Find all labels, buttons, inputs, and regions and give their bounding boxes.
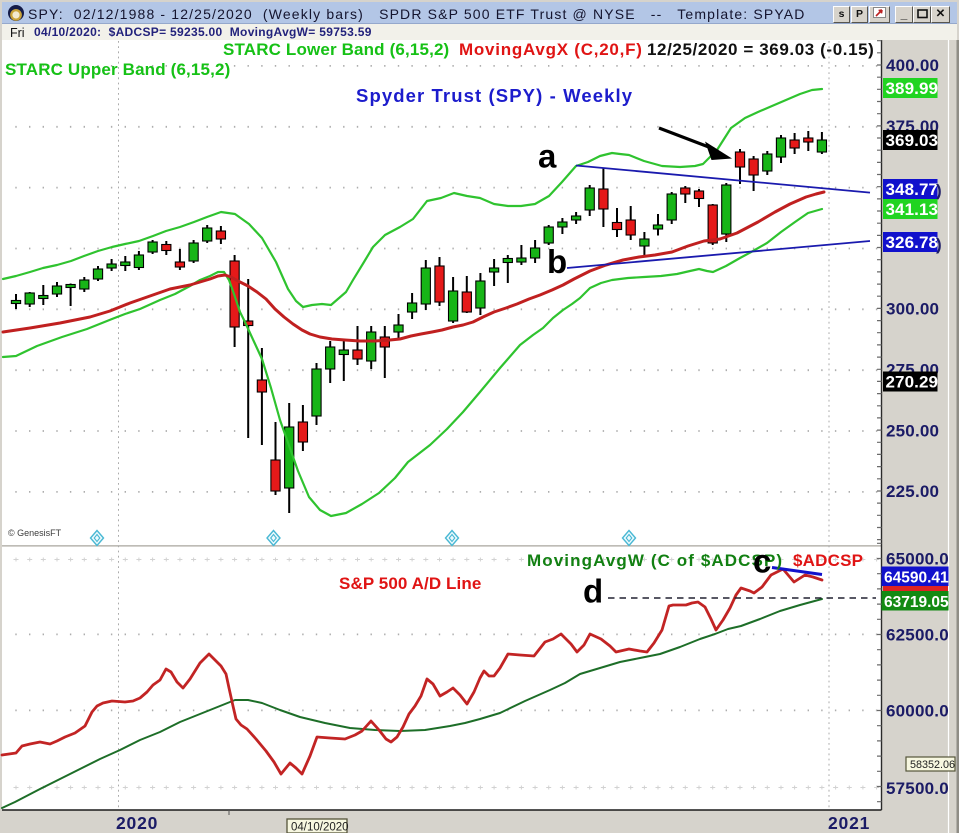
svg-text:$ADCSP: $ADCSP: [793, 551, 863, 570]
svg-text:60000.0: 60000.0: [886, 702, 949, 721]
svg-text:a: a: [538, 138, 557, 175]
svg-text:300.00: 300.00: [886, 300, 939, 319]
svg-text:62500.0: 62500.0: [886, 626, 949, 645]
svg-text:Spyder Trust (SPY) - Weekly: Spyder Trust (SPY) - Weekly: [356, 85, 633, 106]
svg-text:225.00: 225.00: [886, 482, 939, 501]
svg-text:STARC Upper Band (6,15,2): STARC Upper Band (6,15,2): [5, 60, 230, 79]
svg-text:MovingAvgX (C,20,F): MovingAvgX (C,20,F): [459, 40, 643, 59]
svg-text:348.77: 348.77: [886, 180, 939, 199]
svg-text:c: c: [753, 543, 771, 580]
svg-text:250.00: 250.00: [886, 421, 939, 440]
svg-text:2021: 2021: [828, 813, 870, 833]
svg-text:STARC Lower Band (6,15,2): STARC Lower Band (6,15,2): [223, 40, 449, 59]
svg-text:12/25/2020 = 369.03 (-0.15): 12/25/2020 = 369.03 (-0.15): [647, 40, 874, 59]
svg-text:57500.0: 57500.0: [886, 779, 949, 798]
svg-text:2020: 2020: [116, 813, 158, 833]
svg-text:270.29: 270.29: [886, 373, 939, 392]
svg-text:): ): [936, 235, 942, 254]
svg-text:d: d: [583, 573, 603, 610]
svg-text:326.78: 326.78: [886, 233, 939, 252]
svg-text:© GenesisFT: © GenesisFT: [8, 528, 62, 538]
svg-text:65000.0: 65000.0: [886, 550, 949, 569]
svg-text:): ): [936, 181, 942, 200]
svg-text:b: b: [547, 243, 567, 280]
svg-text:S&P 500 A/D Line: S&P 500 A/D Line: [339, 574, 481, 593]
svg-text:400.00: 400.00: [886, 56, 939, 75]
svg-text:58352.06: 58352.06: [910, 759, 955, 771]
svg-text:MovingAvgW (C of $ADCSP): MovingAvgW (C of $ADCSP): [527, 551, 783, 570]
svg-text:04/10/2020: 04/10/2020: [291, 822, 349, 833]
svg-text:64590.41: 64590.41: [884, 570, 949, 587]
svg-text:63719.05: 63719.05: [884, 594, 949, 611]
svg-text:369.03: 369.03: [886, 131, 939, 150]
svg-text:389.99: 389.99: [886, 79, 939, 98]
svg-text:341.13: 341.13: [886, 200, 939, 219]
